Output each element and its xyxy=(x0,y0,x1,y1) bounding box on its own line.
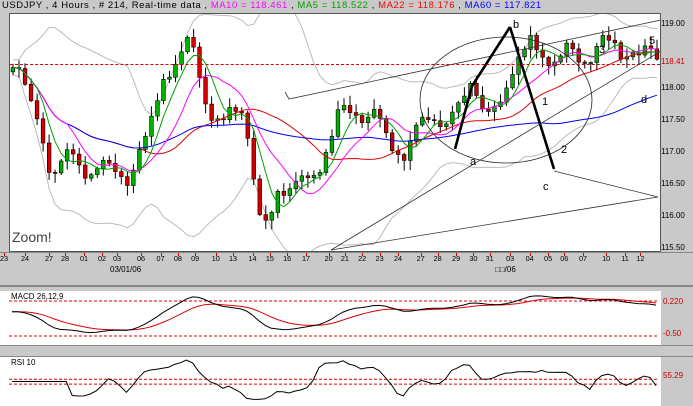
svg-text:2: 2 xyxy=(561,144,567,156)
svg-text:a: a xyxy=(470,156,477,168)
svg-text:1: 1 xyxy=(542,96,548,108)
svg-text:3: 3 xyxy=(599,44,605,56)
svg-text:c: c xyxy=(543,181,549,193)
svg-text:b: b xyxy=(513,19,519,31)
svg-text:5: 5 xyxy=(649,35,655,47)
svg-text:d: d xyxy=(641,94,647,106)
